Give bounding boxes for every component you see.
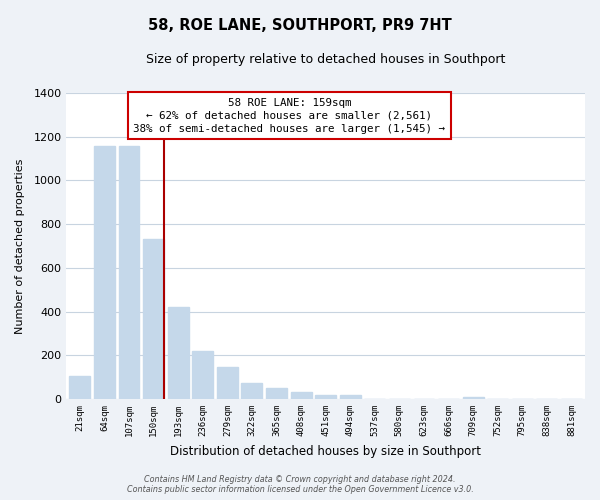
Title: Size of property relative to detached houses in Southport: Size of property relative to detached ho… [146, 52, 505, 66]
Y-axis label: Number of detached properties: Number of detached properties [15, 158, 25, 334]
Text: Contains HM Land Registry data © Crown copyright and database right 2024.
Contai: Contains HM Land Registry data © Crown c… [127, 474, 473, 494]
X-axis label: Distribution of detached houses by size in Southport: Distribution of detached houses by size … [170, 444, 481, 458]
Bar [143, 240, 164, 399]
Bar [463, 398, 484, 399]
Bar [119, 146, 139, 399]
Bar [70, 376, 90, 399]
Text: 58 ROE LANE: 159sqm
← 62% of detached houses are smaller (2,561)
38% of semi-det: 58 ROE LANE: 159sqm ← 62% of detached ho… [133, 98, 445, 134]
Bar [217, 366, 238, 399]
Bar [193, 351, 213, 399]
Bar [315, 395, 336, 399]
Text: 58, ROE LANE, SOUTHPORT, PR9 7HT: 58, ROE LANE, SOUTHPORT, PR9 7HT [148, 18, 452, 32]
Bar [94, 146, 115, 399]
Bar [168, 308, 188, 399]
Bar [241, 382, 262, 399]
Bar [290, 392, 311, 399]
Bar [266, 388, 287, 399]
Bar [340, 395, 361, 399]
